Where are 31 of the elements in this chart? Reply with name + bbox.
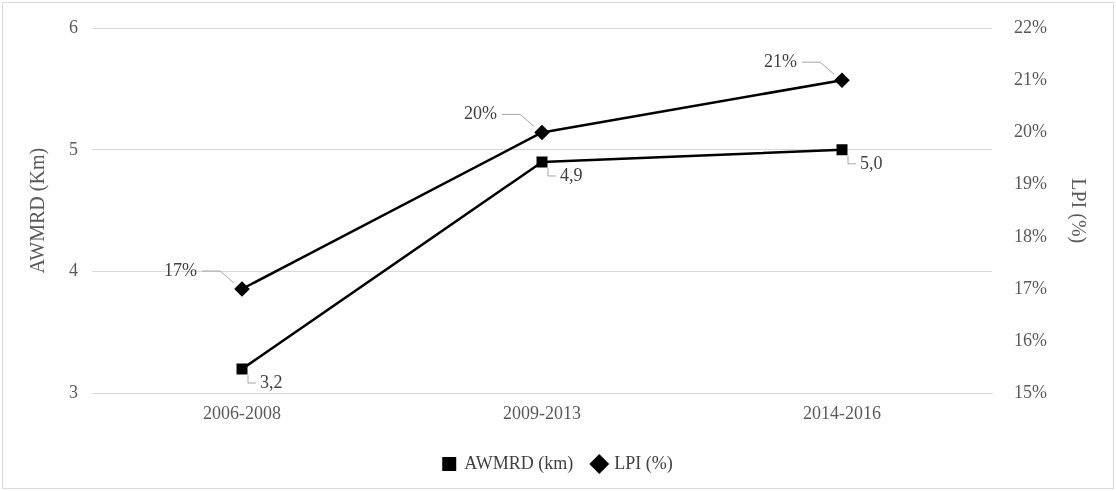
data-label: 4,9 bbox=[560, 164, 583, 185]
point bbox=[534, 125, 550, 140]
legend-label: LPI (%) bbox=[614, 452, 673, 474]
data-label: 3,2 bbox=[260, 371, 283, 392]
legend-label: AWMRD (km) bbox=[464, 452, 574, 474]
point bbox=[236, 363, 248, 375]
y2-tick-label: 22% bbox=[1014, 16, 1048, 37]
y2-tick-label: 17% bbox=[1014, 277, 1048, 298]
y-tick-label: 3 bbox=[69, 382, 78, 403]
y2-axis-title: LPI (%) bbox=[1066, 178, 1090, 244]
point bbox=[536, 156, 548, 168]
y2-tick-label: 19% bbox=[1014, 173, 1048, 194]
y-tick-label: 4 bbox=[69, 260, 78, 281]
y2-tick-label: 18% bbox=[1014, 225, 1048, 246]
data-label: 21% bbox=[764, 50, 797, 71]
point bbox=[836, 144, 848, 156]
point bbox=[234, 281, 250, 297]
point bbox=[834, 72, 850, 88]
y2-tick-label: 21% bbox=[1014, 68, 1048, 89]
y2-tick-label: 15% bbox=[1014, 382, 1048, 403]
data-label: 17% bbox=[164, 259, 197, 280]
y2-tick-label: 16% bbox=[1014, 329, 1048, 350]
y-tick-label: 5 bbox=[69, 138, 78, 159]
y2-tick-label: 20% bbox=[1014, 121, 1048, 142]
x-tick-label: 2014-2016 bbox=[803, 402, 881, 423]
data-label: 20% bbox=[464, 103, 497, 124]
data-label: 5,0 bbox=[860, 152, 883, 173]
x-tick-label: 2006-2008 bbox=[203, 402, 281, 423]
x-tick-label: 2009-2013 bbox=[503, 402, 581, 423]
y-axis-title: AWMRD (Km) bbox=[26, 147, 50, 274]
y-tick-label: 6 bbox=[69, 16, 78, 37]
